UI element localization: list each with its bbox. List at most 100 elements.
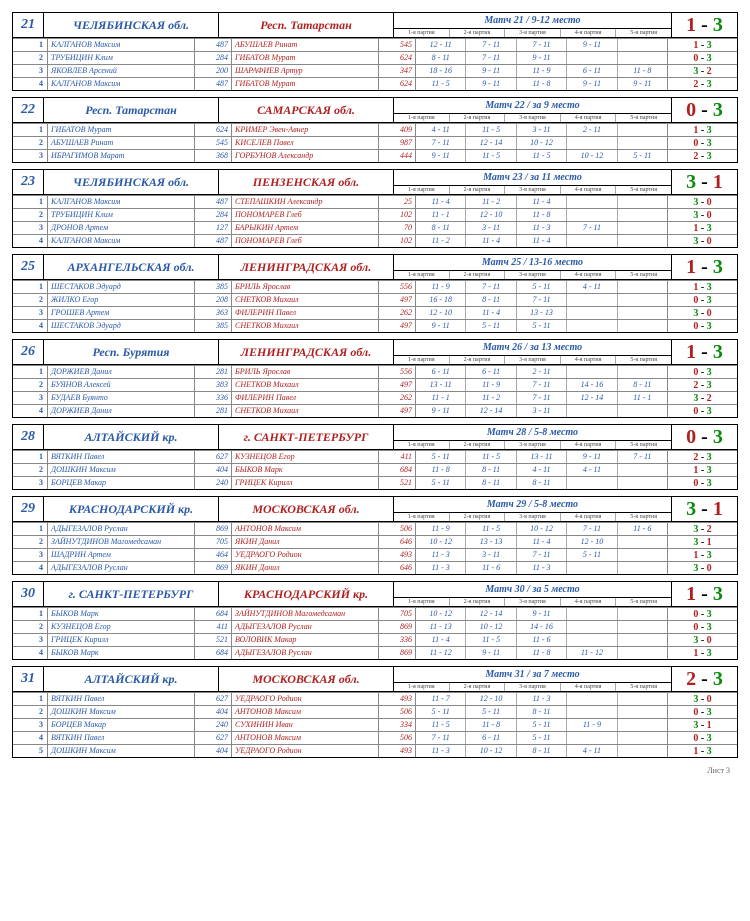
match-block: 28 АЛТАЙСКИЙ кр. г. САНКТ-ПЕТЕРБУРГ Матч… [12,424,738,490]
set-score: 12 - 11 [416,39,466,51]
rating-a: 336 [195,392,232,404]
player-a: ЗАЙНУТДИНОВ Магомедсаман [48,536,195,548]
player-a: ДОШКИН Максим [48,745,195,757]
player-b: ЯКИН Данил [232,562,379,574]
player-b: АДЫГЕЗАЛОВ Руслан [232,621,379,633]
game-row: 1 КАЛГАНОВ Максим 487 СТЕПАШКИН Александ… [13,195,737,208]
rating-b: 444 [379,150,416,162]
set-score: 8 - 11 [517,745,567,757]
set-header: 5-я партия [616,29,671,37]
player-b: УЕДРАОГО Родион [232,745,379,757]
rating-a: 869 [195,562,232,574]
set-header: 3-я партия [505,356,561,364]
rating-a: 404 [195,464,232,476]
player-a: ШАДРИН Артем [48,549,195,561]
match-title: Матч 21 / 9-12 место [394,13,671,29]
set-score: 11 - 12 [567,647,617,659]
rating-a: 404 [195,706,232,718]
game-score: 2 - 3 [667,150,737,162]
set-header: 3-я партия [505,186,561,194]
set-score: 5 - 11 [517,732,567,744]
set-score: 9 - 11 [567,39,617,51]
set-score: 11 - 4 [466,235,516,247]
set-header: 2-я партия [450,186,506,194]
set-score [618,52,667,64]
rating-b: 521 [379,477,416,489]
game-score: 0 - 3 [667,137,737,149]
player-a: ТРУБИЦИН Клим [48,52,195,64]
rating-b: 869 [379,621,416,633]
set-score [618,464,667,476]
rating-a: 385 [195,320,232,332]
set-header: 3-я партия [505,441,561,449]
game-num: 3 [13,392,48,404]
player-b: ФИЛЕРИН Павел [232,392,379,404]
set-score: 7 - 11 [416,137,466,149]
match-block: 30 г. САНКТ-ПЕТЕРБУРГ КРАСНОДАРСКИЙ кр. … [12,581,738,660]
rating-b: 102 [379,209,416,221]
set-score: 10 - 12 [517,523,567,535]
set-score: 11 - 2 [416,235,466,247]
player-b: СНЕТКОВ Михаил [232,294,379,306]
rating-b: 25 [379,196,416,208]
game-num: 2 [13,621,48,633]
rating-b: 497 [379,294,416,306]
game-row: 1 ДОРЖИЕВ Данил 281 БРИЛЬ Ярослав 556 6 … [13,365,737,378]
match-score: 3 - 1 [671,170,737,194]
set-score: 11 - 12 [416,647,466,659]
set-header: 4-я партия [561,186,617,194]
game-row: 1 БЫКОВ Марк 684 ЗАЙНУТДИНОВ Магомедсама… [13,607,737,620]
player-a: ДРОНОВ Артем [48,222,195,234]
set-score: 13 - 11 [517,451,567,463]
set-score: 3 - 11 [517,405,567,417]
match-block: 25 АРХАНГЕЛЬСКАЯ обл. ЛЕНИНГРАДСКАЯ обл.… [12,254,738,333]
set-score [567,732,617,744]
rating-b: 684 [379,464,416,476]
rating-a: 487 [195,78,232,90]
game-score: 3 - 0 [667,562,737,574]
set-score: 3 - 11 [517,124,567,136]
team-b-name: г. САНКТ-ПЕТЕРБУРГ [219,425,394,449]
set-header: 1-я партия [394,271,450,279]
set-score [618,405,667,417]
set-score: 11 - 8 [517,647,567,659]
player-b: КРИМЕР Эвен-Авнер [232,124,379,136]
set-score: 7 - 11 [517,549,567,561]
set-score: 11 - 5 [416,78,466,90]
player-a: ДОРЖИЕВ Данил [48,405,195,417]
game-num: 4 [13,405,48,417]
team-a-name: Респ. Бурятия [44,340,219,364]
set-score: 11 - 5 [416,719,466,731]
player-a: КАЛГАНОВ Максим [48,235,195,247]
game-score: 1 - 3 [667,549,737,561]
player-b: ГОРБУНОВ Александр [232,150,379,162]
set-score [618,196,667,208]
rating-a: 281 [195,405,232,417]
rating-a: 627 [195,693,232,705]
game-score: 3 - 0 [667,307,737,319]
game-score: 0 - 3 [667,294,737,306]
rating-b: 347 [379,65,416,77]
game-num: 2 [13,464,48,476]
game-num: 4 [13,647,48,659]
game-score: 0 - 3 [667,608,737,620]
set-score: 6 - 11 [466,732,516,744]
set-score: 11 - 8 [416,464,466,476]
game-num: 3 [13,549,48,561]
rating-b: 497 [379,405,416,417]
set-score: 5 - 11 [517,320,567,332]
set-score [567,137,617,149]
team-b-name: КРАСНОДАРСКИЙ кр. [219,582,394,606]
rating-a: 487 [195,196,232,208]
set-score: 4 - 11 [416,124,466,136]
set-header: 2-я партия [450,29,506,37]
set-score: 12 - 10 [466,209,516,221]
game-score: 3 - 2 [667,523,737,535]
match-block: 29 КРАСНОДАРСКИЙ кр. МОСКОВСКАЯ обл. Мат… [12,496,738,575]
player-a: ЖИЛКО Егор [48,294,195,306]
rating-b: 70 [379,222,416,234]
game-row: 1 АДЫГЕЗАЛОВ Руслан 869 АНТОНОВ Максим 5… [13,522,737,535]
match-number: 31 [13,667,44,691]
player-b: БАРЫКИН Артем [232,222,379,234]
rating-b: 334 [379,719,416,731]
